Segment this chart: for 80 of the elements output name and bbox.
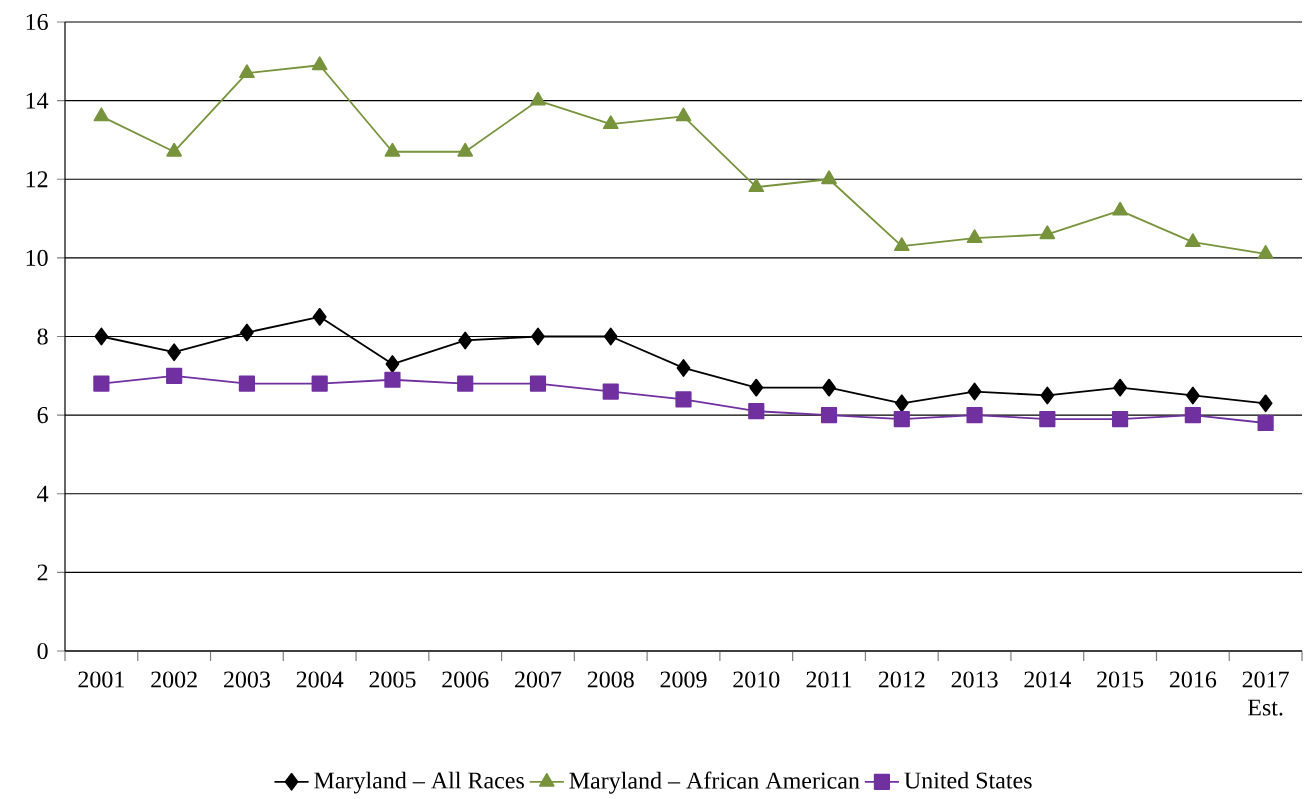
point <box>1111 410 1129 428</box>
point <box>748 403 765 420</box>
point <box>166 367 183 384</box>
y-tick-label: 4 <box>37 485 49 502</box>
point <box>312 307 327 326</box>
point <box>1113 378 1127 397</box>
point <box>1257 245 1274 259</box>
point <box>748 178 765 193</box>
x-tick-label: 2003 <box>223 671 270 688</box>
legend-label: Maryland – All Races <box>314 771 524 794</box>
point <box>893 410 910 428</box>
y-tick-label: 8 <box>37 328 48 345</box>
point <box>894 394 909 413</box>
point <box>457 142 474 157</box>
point <box>93 375 110 392</box>
point <box>602 383 619 400</box>
point <box>385 355 400 373</box>
point <box>1185 233 1201 248</box>
y-tick-label: 16 <box>26 13 48 31</box>
y-tick-label: 12 <box>26 171 48 188</box>
point <box>1258 394 1273 413</box>
point <box>166 142 182 157</box>
point <box>967 382 982 401</box>
x-tick-label: 2007 <box>515 671 562 688</box>
x-tick-label: 2008 <box>587 671 634 688</box>
x-tick-label: 2011 <box>806 671 852 688</box>
point <box>94 327 109 346</box>
point <box>821 170 837 185</box>
point <box>1184 407 1201 424</box>
point <box>311 56 328 71</box>
point <box>966 229 983 244</box>
point <box>240 323 254 342</box>
point <box>603 327 618 346</box>
x-tick-label: 2013 <box>951 671 998 688</box>
x-tick-label: 2010 <box>733 671 780 688</box>
point <box>311 375 328 392</box>
y-tick-label: 6 <box>37 407 48 424</box>
point <box>529 375 547 392</box>
point <box>749 378 764 397</box>
x-tick-label: 2016 <box>1169 671 1217 688</box>
point <box>458 331 473 350</box>
x-tick-label: 2014 <box>1024 671 1071 688</box>
x-tick-label: 2002 <box>151 671 197 688</box>
legend-label: United States <box>904 771 1032 789</box>
point <box>1039 225 1056 240</box>
x-tick-label: 2004 <box>296 671 344 688</box>
legend-label: Maryland – African American <box>569 771 860 794</box>
point <box>675 391 692 408</box>
point <box>822 378 836 397</box>
x-tick-label: 2015 <box>1097 671 1144 688</box>
y-tick-label: 0 <box>37 642 48 660</box>
point <box>1040 386 1055 405</box>
x-tick-label: 2009 <box>660 671 707 688</box>
y-tick-label: 2 <box>37 564 48 581</box>
point <box>602 115 619 130</box>
point <box>167 343 182 362</box>
point <box>239 64 255 79</box>
point <box>384 371 401 388</box>
x-tick-label: 2001 <box>78 671 124 688</box>
point <box>1257 414 1274 432</box>
point <box>1112 201 1128 216</box>
x-tick-label: 2005 <box>369 671 416 688</box>
point <box>1185 386 1200 405</box>
x-tick-label: 2006 <box>442 671 489 688</box>
point <box>384 142 401 157</box>
point <box>893 237 910 251</box>
point <box>820 407 838 424</box>
point <box>530 91 546 106</box>
point <box>531 327 545 346</box>
y-tick-label: 10 <box>26 249 48 266</box>
point <box>676 359 691 377</box>
x-tick-label: 2017 Est. <box>1242 671 1289 716</box>
y-tick-label: 14 <box>26 92 49 109</box>
point <box>675 107 692 122</box>
point <box>966 407 983 424</box>
point <box>238 375 256 392</box>
x-tick-label: 2012 <box>878 671 925 688</box>
point <box>1039 410 1056 428</box>
point <box>457 375 474 392</box>
point <box>93 107 110 122</box>
